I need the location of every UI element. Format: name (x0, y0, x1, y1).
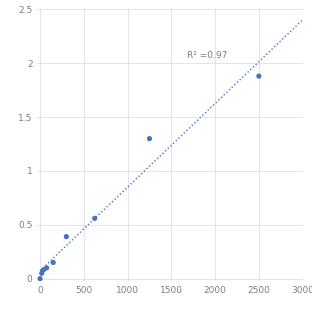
Point (256, 74, 261, 79)
Text: R² =0.97: R² =0.97 (187, 51, 227, 60)
Point (92, 216, 97, 221)
Point (37, 276, 42, 281)
Point (64, 234, 69, 239)
Point (39, 271, 44, 276)
Point (44, 266, 49, 271)
Point (51, 260, 56, 265)
Point (41, 267, 46, 272)
Point (147, 136, 152, 141)
